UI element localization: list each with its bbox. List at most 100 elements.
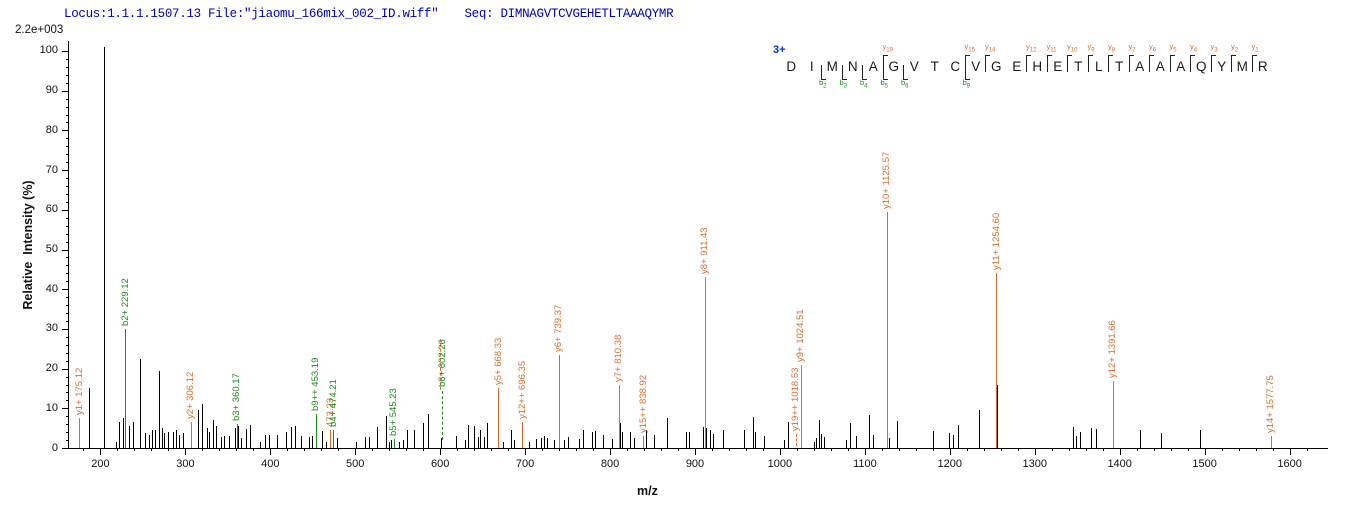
x-axis-tick-label: 1600 [1277,458,1302,470]
y-fragment-marker [1251,55,1257,72]
x-axis-minor-tick [236,448,238,451]
peak [265,434,267,448]
peak [213,420,214,448]
peak [536,438,538,448]
peak [511,430,513,448]
peak [148,434,150,448]
peak [277,434,279,448]
peak [1090,428,1092,448]
peak-label: y9+ 1024.51 [795,309,807,362]
x-axis-minor-tick [1102,448,1104,451]
peak [688,432,690,448]
peak [132,421,134,448]
fragment-peak-line [704,277,706,448]
peak [249,425,251,448]
x-axis-minor-tick [1255,448,1257,451]
b-ion-label: b6 [901,78,909,90]
y-axis-minor-tick [66,98,69,100]
x-axis-minor-tick [813,448,815,451]
peak [997,384,999,448]
peak [846,440,848,448]
peak [953,434,955,448]
y-ion-label: y11 [1046,42,1057,54]
peak [89,388,91,448]
peak [620,423,622,448]
x-axis-minor-tick [1187,448,1189,451]
peak [856,436,858,448]
y-ion-label: y7 [1128,42,1136,54]
b-fragment-marker [903,65,908,80]
peak [206,428,208,448]
x-axis-minor-tick [389,448,391,451]
x-axis-minor-tick [321,448,323,451]
peak [428,414,430,448]
y-axis-minor-tick [66,305,69,307]
residue: E [1012,59,1022,74]
header-bar: Locus:1.1.1.1507.13 File:"jiaomu_166mix_… [64,7,674,21]
x-axis-minor-tick [1068,448,1070,451]
x-axis-minor-tick [1221,448,1223,451]
peak [1161,432,1163,448]
y-axis-minor-tick [66,233,69,235]
x-axis-tick-label: 400 [261,458,280,470]
peak [294,426,296,448]
x-axis-minor-tick [729,448,730,451]
peak [140,358,142,448]
x-axis-minor-tick [219,448,221,451]
x-axis-minor-tick [746,448,747,451]
y-axis-minor-tick [66,313,69,314]
peak [813,442,815,448]
residue: T [930,59,939,74]
y-axis-minor-tick [66,257,69,259]
y-fragment-marker [1149,55,1154,72]
peak-label: y5+ 668.33 [492,338,504,386]
x-axis-minor-tick [1017,448,1019,451]
peak [824,436,826,448]
y-fragment-marker [964,55,970,72]
b-ion-label: b2 [819,78,827,90]
peak [103,47,105,448]
x-axis-minor-tick [406,448,408,451]
y-axis-tick-label: 0 [51,441,58,454]
spectrum-plot-area[interactable]: 200 300 400 500 600 700 800 900 1000 1100 1200 1300… [40,41,1328,470]
peak-label: y1+ 175.12 [73,367,85,416]
x-axis-tick [610,448,612,455]
peak-label: y2+ 306.12 [185,371,197,420]
b-fragment-marker [882,65,888,80]
peak [744,430,746,448]
peak [957,424,959,448]
peak [869,414,871,448]
peak [399,442,401,448]
peak [245,429,247,448]
y-axis-minor-tick [66,265,69,267]
y-axis-minor-tick [66,440,69,442]
peak [238,426,239,448]
y-axis-tick-label: 40 [45,282,58,295]
peak [202,404,204,448]
peak [554,440,556,448]
y-axis-minor-tick [66,178,69,179]
fragment-peak-line [498,388,500,448]
x-axis-minor-tick [1272,448,1274,451]
peak [129,426,131,448]
x-axis-minor-tick [847,448,849,451]
peak [820,434,822,448]
x-axis-tick-label: 300 [176,458,195,470]
x-axis-minor-tick [661,448,662,451]
peak [182,432,184,448]
peak [1140,430,1142,448]
fragment-peak-line [236,424,238,448]
peak [705,428,707,448]
fragment-peak-line [800,364,802,448]
y-axis-minor-tick [66,400,69,402]
x-axis-tick [355,448,357,455]
peak [567,437,569,448]
x-axis-tick [525,448,527,455]
x-axis-minor-tick [678,448,679,451]
peak [179,434,181,448]
peak [176,430,177,448]
